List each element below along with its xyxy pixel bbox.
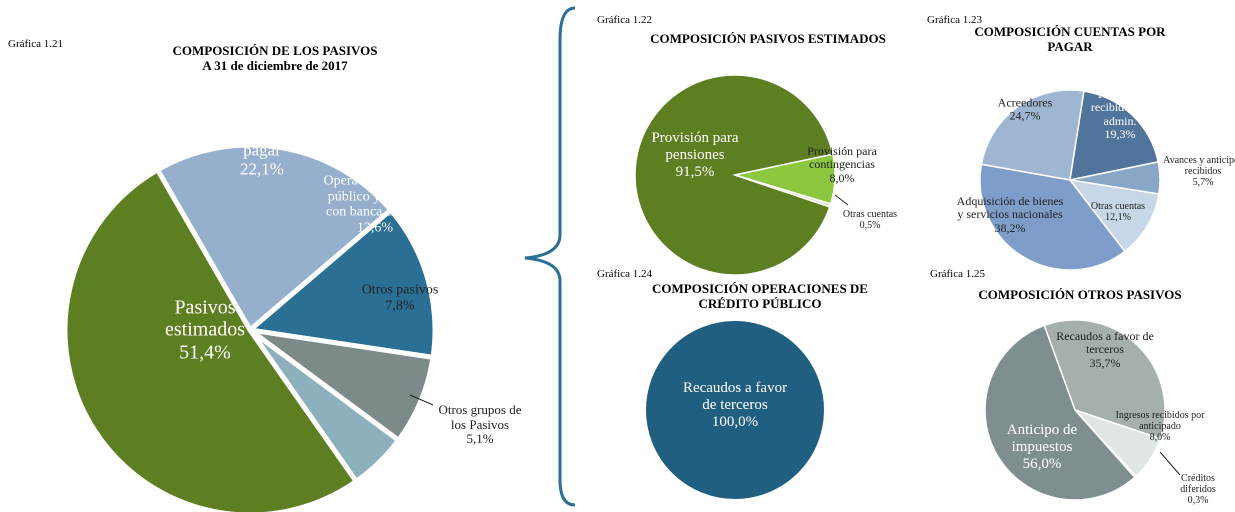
- chart-title: COMPOSICIÓN OTROS PASIVOS: [978, 287, 1182, 302]
- slice-label: Otros pasivos 7,8%: [350, 282, 450, 313]
- slice-category: Cuentas por pagar: [221, 121, 303, 160]
- slice-label: Provisión para pensiones 91,5%: [640, 130, 750, 180]
- slice-value: 7,8%: [385, 298, 415, 313]
- figure-label: Gráfica 1.21: [8, 38, 63, 50]
- slice-value: 19,3%: [1104, 127, 1136, 142]
- slice-category: Provisión para contingencias: [807, 143, 877, 172]
- slice-category: Otros grupos de los Pasivos: [438, 402, 522, 432]
- slice-label: Cuentas por pagar 22,1%: [202, 121, 322, 178]
- slice-label: Operac. de crédito público y financ. con…: [320, 174, 430, 237]
- slice-value: 0,3%: [1187, 495, 1209, 507]
- slice-category: Créditos diferidos: [1180, 473, 1216, 496]
- slice-label: Recaudos a favor de terceros 35,7%: [1050, 328, 1160, 370]
- slice-label: Recursos recibidos en admin. 19,3%: [1080, 87, 1160, 142]
- slice-value: 12,1%: [1105, 212, 1131, 223]
- slice-category: Provisión para pensiones: [651, 129, 739, 163]
- slice-category: Anticipo de impuestos: [1006, 421, 1078, 455]
- slice-label: Otras cuentas 0,5%: [840, 209, 900, 231]
- slice-value: 13,6%: [356, 220, 394, 236]
- chart-subtitle: A 31 de diciembre de 2017: [202, 57, 348, 73]
- pie-slice: [244, 206, 438, 361]
- slice-value: 91,5%: [675, 163, 715, 180]
- slice-category: Recaudos a favor de terceros: [682, 379, 788, 413]
- slice-category: Avances y anticipos recibidos: [1163, 155, 1235, 178]
- slice-category: Recaudos a favor de terceros: [1056, 328, 1154, 357]
- slice-value: 8,0%: [829, 170, 855, 185]
- slice-label: Avances y anticipos recibidos 5,7%: [1163, 155, 1235, 189]
- slice-category: Adquisición de bienes y servicios nacion…: [956, 193, 1064, 222]
- slice-value: 35,7%: [1089, 355, 1121, 370]
- slice-category: Pasivos estimados: [165, 296, 245, 341]
- slice-value: 38,2%: [994, 220, 1026, 235]
- slice-value: 5,1%: [466, 431, 494, 447]
- slice-label: Pasivos estimados 51,4%: [140, 296, 270, 363]
- pie-slice: [644, 319, 826, 501]
- pie-slice: [984, 324, 1136, 501]
- slice-label: Acreedores 24,7%: [980, 95, 1070, 124]
- slice-label: Anticipo de impuestos 56,0%: [987, 422, 1097, 472]
- slice-value: 22,1%: [240, 159, 284, 179]
- figure-label: Gráfica 1.25: [930, 268, 985, 280]
- slice-category: Operac. de crédito público y financ. con…: [323, 173, 427, 220]
- slice-category: Otros pasivos: [361, 282, 439, 298]
- slice-label: Adquisición de bienes y servicios nacion…: [955, 193, 1065, 235]
- pie-slice: [154, 142, 395, 334]
- slice-label: Provisión para contingencias 8,0%: [797, 143, 887, 185]
- slice-value: 0,5%: [859, 220, 881, 231]
- slice-label: Ingresos recibidos por anticipado 8,0%: [1100, 410, 1220, 444]
- chart-title-block: COMPOSICIÓN CUENTAS POR PAGAR: [955, 24, 1185, 55]
- chart-title: COMPOSICIÓN DE LOS PASIVOS: [172, 43, 378, 58]
- pie-slice: [734, 174, 832, 208]
- figure-label: Gráfica 1.23: [927, 14, 982, 26]
- figure-label: Gráfica 1.22: [597, 14, 652, 26]
- slice-category: Otras cuentas: [842, 208, 898, 220]
- slice-category: Ingresos recibidos por anticipado: [1115, 410, 1205, 433]
- slice-value: 24,7%: [1009, 109, 1041, 123]
- brace: [524, 6, 576, 507]
- chart-title: COMPOSICIÓN CUENTAS POR PAGAR: [974, 24, 1166, 54]
- pie-slice: [1069, 90, 1160, 181]
- chart-title-block: COMPOSICIÓN DE LOS PASIVOS A 31 de diciem…: [125, 43, 425, 74]
- slice-label: Otras cuentas 12,1%: [1088, 201, 1148, 223]
- chart-title-block: COMPOSICIÓN OTROS PASIVOS: [950, 287, 1210, 303]
- pie-slice: [62, 166, 360, 512]
- slice-category: Recursos recibidos en admin.: [1090, 87, 1150, 128]
- slice-label: Recaudos a favor de terceros 100,0%: [680, 380, 790, 430]
- pie-slice: [980, 89, 1085, 181]
- slice-value: 8,0%: [1149, 432, 1171, 444]
- chart-title-block: COMPOSICIÓN PASIVOS ESTIMADOS: [618, 31, 918, 47]
- leader-line: [1159, 451, 1181, 476]
- pie-slice: [1068, 178, 1160, 253]
- slice-label: Créditos diferidos 0,3%: [1168, 473, 1228, 507]
- slice-value: 56,0%: [1022, 455, 1062, 472]
- slice-value: 5,7%: [1192, 177, 1214, 189]
- slice-value: 51,4%: [179, 341, 231, 364]
- figure-label: Gráfica 1.24: [597, 268, 652, 280]
- pie-slice: [634, 74, 834, 276]
- pie-slice: [1043, 319, 1166, 440]
- slice-label: Otros grupos de los Pasivos 5,1%: [430, 402, 530, 447]
- slice-category: Acreedores: [997, 95, 1053, 110]
- chart-title-block: COMPOSICIÓN OPERACIONES DE CRÉDITO PÚBLI…: [635, 281, 885, 312]
- slice-category: Otras cuentas: [1090, 200, 1146, 212]
- slice-value: 100,0%: [711, 413, 759, 430]
- chart-title: COMPOSICIÓN OPERACIONES DE CRÉDITO PÚBLI…: [652, 281, 868, 311]
- leader-line: [834, 194, 849, 206]
- leader-line: [409, 394, 434, 406]
- pie-slice: [979, 163, 1126, 271]
- chart-title: COMPOSICIÓN PASIVOS ESTIMADOS: [650, 31, 886, 46]
